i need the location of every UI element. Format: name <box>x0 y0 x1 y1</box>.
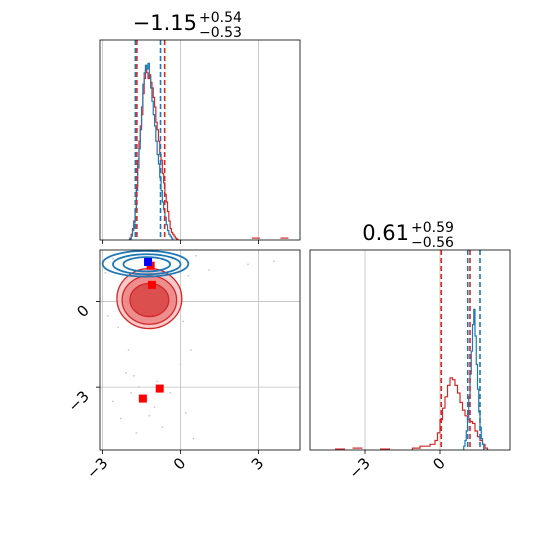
joint-scatter-point <box>169 391 172 394</box>
joint-scatter-point <box>208 269 210 271</box>
param2-blue-histogram <box>462 308 485 450</box>
param2-x-tick-label: 0 <box>429 454 448 473</box>
joint-scatter-point <box>195 254 198 257</box>
joint-scatter-point <box>273 260 275 263</box>
joint-y-tick-label: 0 <box>73 302 92 321</box>
param2-title-upper: +0.59 <box>411 220 454 236</box>
joint-scatter-point <box>161 426 164 429</box>
param1-title: −1.15 +0.54 −0.53 <box>133 10 242 41</box>
joint-blue-contour <box>101 250 190 278</box>
joint-scatter-point <box>182 320 185 323</box>
joint-scatter-point <box>148 414 151 417</box>
joint-scatter-point <box>112 257 114 260</box>
joint-scatter-point <box>132 374 135 377</box>
joint-red-marker <box>138 394 147 403</box>
param2-histogram-panel: 0.61 +0.59 −0.56 <box>309 220 511 451</box>
joint-red-marker <box>147 280 156 289</box>
joint-blue-contour <box>122 256 172 273</box>
joint-scatter-point <box>112 400 114 403</box>
param2-title: 0.61 +0.59 −0.56 <box>362 220 454 251</box>
joint-scatter-point <box>125 371 127 374</box>
joint-scatter-point <box>119 417 122 420</box>
joint-scatter-point <box>130 391 133 394</box>
param1-frame <box>99 39 301 241</box>
joint-scatter-point <box>192 437 195 440</box>
joint-x-tick-label: 0 <box>170 454 189 473</box>
joint-scatter-point <box>247 263 249 266</box>
joint-scatter-point <box>104 271 107 274</box>
joint-blue-contour <box>112 253 182 276</box>
joint-scatter-point <box>135 431 138 434</box>
joint-x-tick-label: −3 <box>83 454 111 482</box>
joint-scatter-point <box>153 406 156 409</box>
param1-title-lower: −0.53 <box>199 25 242 41</box>
joint-scatter-point <box>117 326 120 329</box>
param1-title-median: −1.15 <box>133 11 197 35</box>
param2-title-median: 0.61 <box>362 221 409 245</box>
joint-scatter-point <box>179 363 182 366</box>
joint-scatter-point <box>127 349 130 351</box>
joint-scatter-point <box>156 380 159 383</box>
joint-scatter-point <box>190 349 192 351</box>
joint-x-tick-label: 3 <box>248 454 267 473</box>
joint-panel <box>99 249 301 451</box>
param2-x-tick-label: −3 <box>345 454 373 482</box>
joint-scatter-point <box>106 314 109 317</box>
joint-frame <box>99 249 301 451</box>
joint-scatter-point <box>184 411 187 414</box>
joint-blue-marker <box>144 258 153 266</box>
param2-title-lower: −0.56 <box>411 235 454 251</box>
joint-red-marker <box>155 384 164 393</box>
param2-red-histogram <box>411 377 489 450</box>
param1-title-upper: +0.54 <box>199 10 242 26</box>
joint-scatter-point <box>138 386 140 389</box>
param2-frame <box>309 249 511 451</box>
joint-y-tick-label: −3 <box>64 387 92 415</box>
joint-scatter-point <box>187 274 190 277</box>
param1-histogram-panel: −1.15 +0.54 −0.53 <box>99 10 301 241</box>
